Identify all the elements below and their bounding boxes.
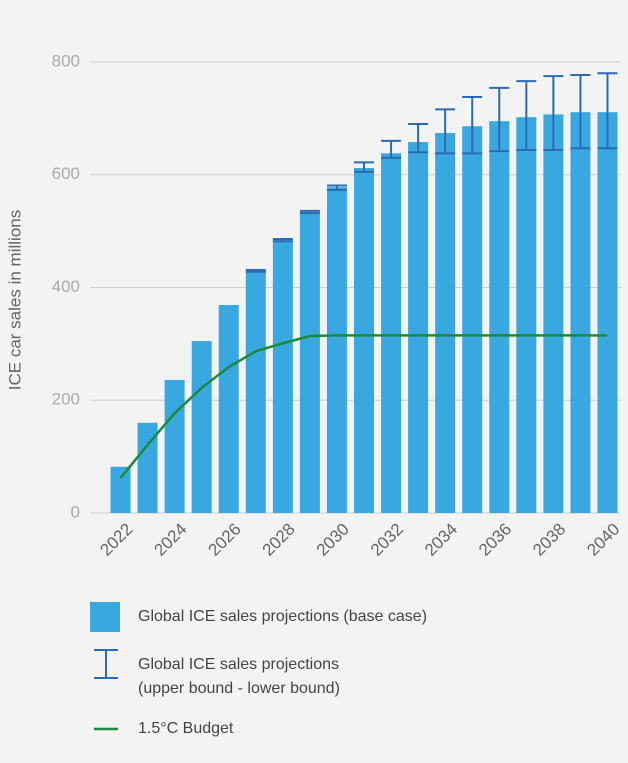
- x-tick-label: 2038: [529, 520, 569, 560]
- error-bar: [245, 269, 266, 273]
- bar: [245, 271, 266, 513]
- legend-label: 1.5°C Budget: [138, 720, 234, 737]
- error-bar: [435, 108, 456, 155]
- legend-label: Global ICE sales projections (base case): [138, 608, 428, 625]
- bar: [299, 211, 320, 513]
- legend-item: Global ICE sales projections (base case): [88, 600, 427, 634]
- bar: [110, 466, 131, 513]
- bar: [462, 126, 483, 513]
- error-bar: [462, 95, 483, 155]
- x-tick-label: 2034: [421, 520, 461, 560]
- bar: [408, 142, 429, 514]
- legend: Global ICE sales projections (base case)…: [88, 600, 427, 763]
- bar: [191, 341, 212, 513]
- x-tick-label: 2022: [96, 520, 136, 560]
- bar: [597, 112, 618, 513]
- x-tick-label: 2030: [313, 520, 353, 560]
- legend-item: Global ICE sales projections (upper boun…: [88, 648, 427, 701]
- bar: [326, 187, 347, 513]
- legend-label: Global ICE sales projections (upper boun…: [138, 656, 340, 697]
- bar: [516, 117, 537, 513]
- error-bar: [326, 184, 347, 191]
- error-bar: [354, 161, 374, 173]
- x-tick-label: 2026: [205, 520, 245, 560]
- y-tick-label: 800: [52, 51, 80, 70]
- y-tick-label: 400: [52, 277, 80, 296]
- x-tick-label: 2036: [475, 520, 515, 560]
- bar: [543, 114, 564, 514]
- legend-symbol: [94, 649, 118, 679]
- legend-symbol: [90, 602, 120, 632]
- error-bar: [570, 73, 591, 150]
- error-bar: [408, 123, 429, 154]
- bar: [272, 240, 293, 513]
- legend-item: 1.5°C Budget: [88, 715, 427, 749]
- bar: [164, 379, 185, 513]
- x-tick-label: 2032: [367, 520, 407, 560]
- line: [119, 334, 608, 479]
- bar: [435, 133, 456, 513]
- legend-symbol: [94, 727, 118, 731]
- x-tick-label: 2024: [150, 520, 190, 560]
- x-tick-label: 2028: [259, 520, 299, 560]
- error-bar: [272, 238, 293, 243]
- bar: [137, 422, 158, 513]
- bar: [354, 167, 374, 514]
- error-bar: [543, 75, 564, 151]
- error-bar: [597, 72, 618, 150]
- error-bar: [489, 86, 510, 153]
- y-tick-label: 200: [52, 390, 80, 409]
- y-tick-label: 0: [71, 502, 80, 521]
- chart: ICE car sales in millions 0 200 400 600 800 2…: [5, 51, 623, 560]
- bar: [570, 112, 591, 513]
- x-tick-label: 2040: [583, 520, 623, 560]
- y-axis-title: ICE car sales in millions: [5, 210, 24, 390]
- y-tick-label: 600: [52, 164, 80, 183]
- bar: [381, 153, 402, 513]
- error-bar: [516, 80, 537, 151]
- bar: [489, 121, 510, 513]
- error-bar: [299, 209, 320, 215]
- bar: [218, 304, 239, 513]
- error-bar: [381, 139, 402, 159]
